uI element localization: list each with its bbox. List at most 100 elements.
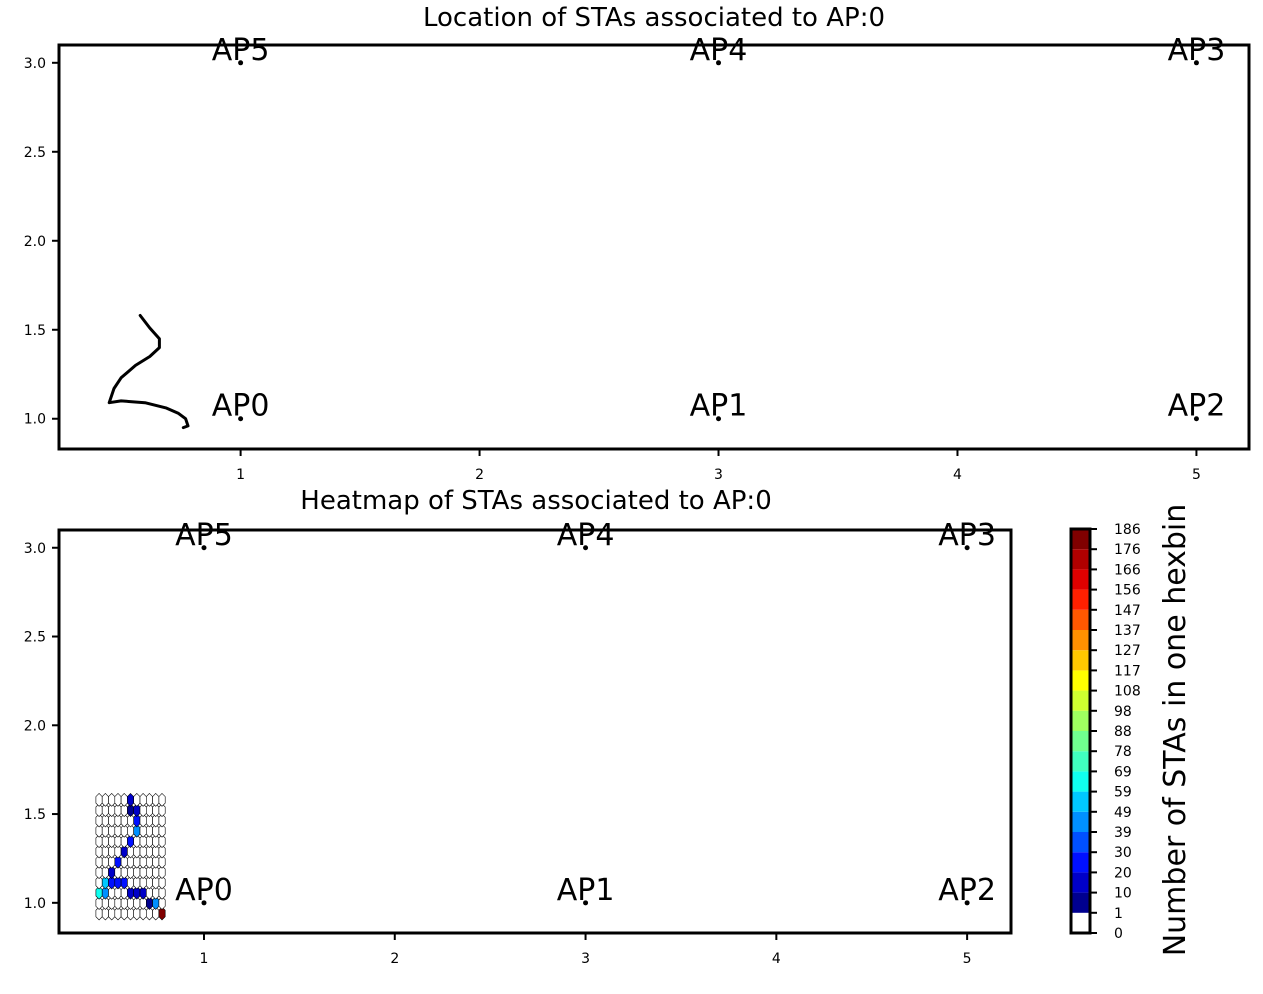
hexbin-cell xyxy=(158,865,166,880)
hexbin-cell xyxy=(158,844,166,859)
x-tick-label: 4 xyxy=(772,951,781,967)
ap-label: AP2 xyxy=(1168,389,1226,424)
colorbar-tick-label: 88 xyxy=(1114,724,1132,740)
ap-label: AP0 xyxy=(175,873,233,908)
colorbar-segment xyxy=(1071,832,1090,853)
colorbar-tick-label: 127 xyxy=(1114,643,1141,659)
hexbin-cell xyxy=(158,803,166,818)
ap-label: AP4 xyxy=(690,33,748,68)
ap-marker xyxy=(238,416,244,422)
ap-marker xyxy=(964,900,970,906)
colorbar-tick-label: 98 xyxy=(1114,704,1132,720)
y-tick-label: 3.0 xyxy=(24,56,46,72)
colorbar-tick-label: 147 xyxy=(1114,603,1141,619)
x-tick-label: 5 xyxy=(963,951,972,967)
colorbar-segment xyxy=(1071,670,1090,691)
colorbar-tick-label: 78 xyxy=(1114,744,1132,760)
colorbar-segment xyxy=(1071,650,1090,671)
x-tick-label: 1 xyxy=(200,951,209,967)
y-tick-label: 1.0 xyxy=(24,412,46,428)
hexbin-cell xyxy=(101,792,109,807)
hexbin-cell xyxy=(158,834,166,849)
colorbar-tick-label: 137 xyxy=(1114,623,1141,639)
colorbar-ticks: 0 1 10 20 30 39 49 59 69 78 88 98 108 117 127 137 147 156… xyxy=(1090,522,1141,942)
colorbar-segment xyxy=(1071,791,1090,812)
y-tick-label: 2.5 xyxy=(24,145,46,161)
heatmap-plot-area: AP0 AP1 AP2 AP3 AP4 AP5 xyxy=(95,518,996,921)
hexbin-cell xyxy=(158,813,166,828)
colorbar-segment xyxy=(1071,811,1090,832)
hexbin-cell xyxy=(158,875,166,890)
heatmap-panel: Heatmap of STAs associated to AP:0 AP0 AP… xyxy=(24,486,1013,967)
ap-label: AP4 xyxy=(557,518,615,553)
x-tick-label: 3 xyxy=(581,951,590,967)
hexbin-cell xyxy=(133,792,141,807)
colorbar-tick-label: 166 xyxy=(1114,562,1141,578)
ap-marker xyxy=(1193,416,1199,422)
top-chart-plot-area: AP0 AP1 AP2 AP3 AP4 AP5 xyxy=(107,33,1226,430)
y-tick-label: 1.0 xyxy=(24,896,46,912)
top-chart-x-axis: 1 2 3 4 5 xyxy=(236,449,1201,483)
ap-marker xyxy=(201,900,207,906)
colorbar-segment xyxy=(1071,771,1090,792)
hexbin-cell xyxy=(158,823,166,838)
hexbin-cell xyxy=(158,854,166,869)
colorbar-tick-label: 1 xyxy=(1114,906,1123,922)
ap-marker xyxy=(201,545,207,551)
x-tick-label: 4 xyxy=(953,467,962,483)
colorbar-segment xyxy=(1071,751,1090,772)
y-tick-label: 2.0 xyxy=(24,718,46,734)
ap-marker xyxy=(583,545,589,551)
hexbin-cell xyxy=(158,896,166,910)
hexbin-cell xyxy=(139,792,147,807)
colorbar-tick-label: 0 xyxy=(1114,926,1123,942)
y-tick-label: 1.5 xyxy=(24,323,46,339)
ap-label: AP1 xyxy=(690,389,748,424)
hexbin-cell xyxy=(158,906,166,921)
colorbar-tick-label: 39 xyxy=(1114,825,1132,841)
x-tick-label: 3 xyxy=(714,467,723,483)
colorbar-segment xyxy=(1071,852,1090,873)
colorbar-label: Number of STAs in one hexbin xyxy=(1158,504,1193,957)
y-tick-label: 3.0 xyxy=(24,541,46,557)
colorbar-segment xyxy=(1071,549,1090,570)
hexbin-cell xyxy=(152,792,160,807)
ap-label: AP1 xyxy=(557,873,615,908)
colorbar-segment xyxy=(1071,589,1090,610)
x-tick-label: 2 xyxy=(475,467,484,483)
hexbin-cell xyxy=(127,792,134,807)
colorbar-tick-label: 186 xyxy=(1114,522,1141,538)
hexbin-cell xyxy=(120,792,128,807)
colorbar-segment xyxy=(1071,710,1090,731)
colorbar-segment xyxy=(1071,529,1090,550)
colorbar-tick-label: 20 xyxy=(1114,865,1132,881)
ap-label: AP3 xyxy=(938,518,996,553)
colorbar-segment xyxy=(1071,892,1090,913)
colorbar-tick-label: 176 xyxy=(1114,542,1141,558)
x-tick-label: 1 xyxy=(236,467,245,483)
hexbin-cell xyxy=(108,792,116,807)
top-chart-y-axis: 1.0 1.5 2.0 2.5 3.0 xyxy=(24,56,59,428)
sta-trajectory-line xyxy=(107,314,190,430)
colorbar-tick-label: 30 xyxy=(1114,845,1132,861)
colorbar-tick-label: 69 xyxy=(1114,764,1132,780)
colorbar-tick-label: 10 xyxy=(1114,886,1132,902)
ap-label: AP0 xyxy=(212,389,270,424)
colorbar-segment xyxy=(1071,630,1090,651)
ap-marker xyxy=(1193,60,1199,66)
ap-marker xyxy=(583,900,589,906)
colorbar-tick-label: 49 xyxy=(1114,805,1132,821)
ap-marker xyxy=(716,416,722,422)
x-tick-label: 5 xyxy=(1192,467,1201,483)
top-chart-frame xyxy=(57,43,1251,451)
ap-label: AP5 xyxy=(212,33,270,68)
ap-marker xyxy=(238,60,244,66)
colorbar-segments xyxy=(1071,529,1090,933)
colorbar-tick-label: 108 xyxy=(1114,684,1141,700)
colorbar-segment xyxy=(1071,731,1090,752)
ap-label: AP5 xyxy=(175,518,233,553)
x-tick-label: 2 xyxy=(390,951,399,967)
top-chart-title: Location of STAs associated to AP:0 xyxy=(423,3,885,33)
ap-label: AP2 xyxy=(938,873,996,908)
